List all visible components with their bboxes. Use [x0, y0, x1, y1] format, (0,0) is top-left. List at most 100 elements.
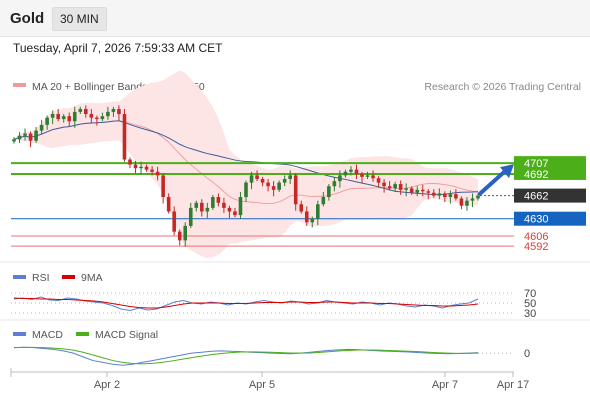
level-label-4630: 4630 [524, 214, 548, 226]
candle-body [238, 197, 243, 216]
candle-body [89, 114, 94, 118]
macd-legend-label: MACD [32, 329, 63, 341]
candle-body [459, 198, 464, 206]
candle-body [222, 202, 226, 208]
candle-body [67, 116, 72, 122]
bollinger-legend-swatch [13, 83, 26, 87]
price-panel [11, 70, 514, 259]
candle-body [244, 182, 248, 198]
level-label-4592: 4592 [524, 241, 548, 253]
candle-body [183, 225, 188, 241]
level-label-4662: 4662 [524, 191, 548, 203]
candle-body [349, 169, 353, 172]
candle-body [282, 179, 287, 183]
time-tick-label: Apr 2 [94, 379, 120, 391]
candle-body [420, 189, 425, 192]
macd-level-label-0: 0 [524, 348, 530, 360]
candle-body [376, 178, 381, 183]
candle-body [437, 193, 442, 196]
rsi-legend-swatch [13, 275, 26, 279]
candle-body [161, 175, 165, 198]
candle-body [365, 175, 370, 177]
copyright-label: Research © 2026 Trading Central [424, 81, 581, 93]
level-label-4606: 4606 [524, 231, 548, 243]
candle-body [72, 111, 77, 122]
macd-legend-swatch [13, 332, 26, 336]
macd-panel: 0 [13, 346, 530, 366]
candle-body [304, 211, 309, 223]
level-label-4692: 4692 [524, 169, 548, 181]
candle-body [122, 114, 127, 160]
candle-body [354, 169, 359, 174]
rsi-level-label-70: 70 [524, 288, 536, 300]
candle-body [117, 108, 121, 115]
candle-body [12, 139, 16, 142]
candle-body [443, 193, 447, 198]
candle-body [360, 173, 364, 177]
forecast-arrow-head [500, 164, 514, 179]
candle-body [205, 207, 210, 212]
candle-body [128, 159, 132, 165]
candle-body [106, 111, 110, 117]
macd-signal-legend-label: MACD Signal [95, 329, 158, 341]
timeframe-button[interactable]: 30 MIN [52, 7, 107, 31]
candle-body [387, 186, 392, 189]
candle-body [393, 184, 397, 189]
candle-body [338, 175, 342, 182]
candle-body [172, 211, 176, 232]
candle-body [78, 108, 83, 112]
candle-body [454, 194, 458, 199]
candle-body [327, 186, 331, 198]
candle-body [260, 179, 265, 183]
candle-body [28, 133, 33, 141]
candle-body [155, 171, 160, 176]
rsi-ma-line [13, 297, 479, 309]
candle-body [227, 207, 232, 212]
candle-body [39, 124, 44, 131]
candle-body [111, 108, 116, 112]
candle-body [249, 175, 254, 183]
forecast-arrow [478, 170, 506, 196]
rsi-level-label-30: 30 [524, 308, 536, 320]
candle-body [177, 231, 182, 241]
candle-body [476, 195, 480, 199]
bollinger-legend-label: MA 20 + Bollinger Bands [32, 81, 147, 93]
candle-body [144, 166, 149, 170]
candle-body [448, 194, 453, 198]
macd-signal-legend-swatch [76, 332, 89, 336]
symbol-title: Gold [10, 10, 45, 27]
candle-body [470, 198, 475, 201]
candle-body [426, 191, 431, 193]
time-axis-ticks: Apr 2 Apr 5 Apr 7 Apr 17 [10, 368, 529, 391]
resistance-label-bg [514, 166, 586, 180]
candle-body [465, 200, 469, 206]
pivot-label-bg [514, 211, 586, 226]
rsi-ma-legend-label: 9MA [81, 272, 103, 284]
candle-body [288, 175, 292, 179]
candle-body [95, 117, 99, 120]
candle-body [84, 108, 88, 115]
candle-body [266, 182, 270, 187]
candle-body [415, 189, 420, 193]
candle-body [150, 169, 154, 172]
time-tick-label: Apr 17 [497, 379, 529, 391]
candle-body [23, 133, 27, 136]
candle-body [404, 188, 408, 190]
candle-body [310, 218, 315, 223]
last-price-label-bg [514, 188, 586, 203]
candle-body [34, 130, 38, 141]
time-tick-label: Apr 5 [249, 379, 275, 391]
candle-body [371, 175, 375, 179]
candle-body [409, 188, 414, 193]
candle-body [382, 182, 386, 187]
candle-body [332, 181, 337, 187]
candle-body [56, 114, 60, 120]
candle-body [299, 204, 304, 212]
candle-body [398, 184, 403, 190]
candle-body [50, 114, 55, 118]
candle-body [194, 202, 199, 208]
resistance-label-bg [514, 156, 586, 170]
candle-body [166, 197, 171, 212]
